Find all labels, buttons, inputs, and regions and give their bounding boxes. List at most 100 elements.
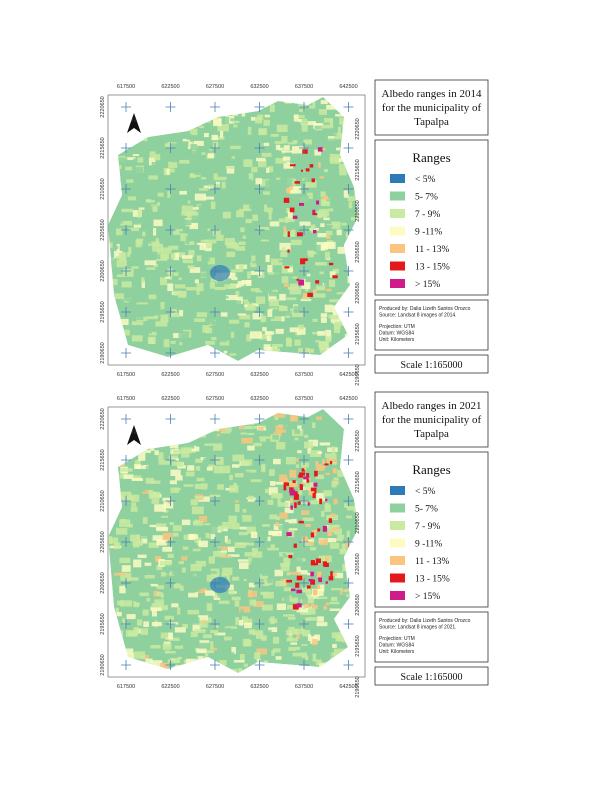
albedo-patch [161, 247, 172, 254]
albedo-patch [265, 155, 271, 160]
albedo-patch [199, 188, 208, 191]
y-coord-label: 2220650 [100, 408, 106, 429]
albedo-patch [232, 576, 240, 581]
albedo-patch [236, 161, 247, 165]
albedo-patch [296, 566, 301, 573]
albedo-patch [324, 304, 334, 313]
grid-cross [254, 619, 265, 629]
albedo-patch [331, 446, 336, 455]
albedo-patch [190, 563, 202, 572]
albedo-patch [226, 551, 235, 554]
albedo-hotspot [327, 531, 333, 536]
albedo-patch [325, 329, 332, 336]
albedo-patch [300, 118, 308, 126]
albedo-patch [177, 202, 181, 207]
albedo-patch [326, 104, 338, 110]
albedo-patch [264, 196, 275, 200]
albedo-patch [243, 159, 253, 167]
albedo-patch [168, 622, 179, 625]
albedo-patch [185, 236, 190, 245]
albedo-patch [337, 469, 349, 477]
albedo-patch [312, 318, 318, 322]
albedo-patch [231, 646, 236, 655]
albedo-patch [121, 208, 134, 213]
albedo-patch [173, 272, 179, 276]
albedo-patch [121, 167, 130, 171]
albedo-patch [273, 524, 283, 531]
albedo-patch [231, 269, 243, 273]
grid-cross [299, 225, 309, 235]
albedo-patch [250, 479, 262, 483]
albedo-patch [229, 485, 239, 493]
albedo-patch [232, 196, 242, 203]
albedo-patch [137, 209, 141, 218]
grid-cross [121, 184, 131, 194]
albedo-patch [275, 158, 288, 164]
albedo-patch [131, 335, 143, 342]
albedo-patch [233, 124, 238, 128]
albedo-patch [307, 192, 313, 199]
y-coord-label: 2210650 [355, 512, 361, 533]
albedo-patch [307, 121, 317, 126]
legend-label: 13 - 15% [415, 575, 450, 585]
x-coord-label: 637500 [295, 84, 313, 90]
albedo-patch [149, 465, 160, 472]
albedo-hotspot [296, 603, 302, 608]
albedo-patch [277, 496, 281, 504]
albedo-patch [234, 161, 240, 164]
albedo-patch [144, 260, 157, 266]
albedo-patch [315, 659, 322, 666]
albedo-patch [242, 204, 252, 211]
albedo-patch [303, 618, 312, 621]
albedo-patch [269, 481, 276, 486]
albedo-patch [112, 293, 124, 299]
y-coord-label: 2205650 [100, 219, 106, 240]
albedo-patch [278, 145, 290, 151]
albedo-patch [229, 353, 237, 356]
albedo-hotspot [312, 530, 317, 536]
albedo-patch [341, 265, 351, 272]
albedo-patch [197, 553, 209, 558]
albedo-patch [250, 262, 257, 268]
y-coord-label: 2200650 [100, 260, 106, 281]
albedo-patch [268, 293, 277, 302]
albedo-patch [118, 252, 127, 261]
albedo-hotspot [324, 463, 329, 466]
albedo-patch [244, 137, 254, 140]
albedo-patch [222, 211, 231, 219]
albedo-patch [193, 503, 203, 507]
albedo-patch [148, 175, 158, 180]
albedo-patch [329, 299, 340, 303]
legend-title: Ranges [412, 150, 450, 165]
albedo-patch [234, 600, 240, 607]
albedo-hotspot [311, 178, 315, 183]
albedo-patch [249, 599, 257, 606]
albedo-patch [205, 468, 214, 476]
albedo-patch [275, 481, 285, 485]
albedo-patch [289, 414, 298, 422]
grid-cross [165, 414, 176, 424]
albedo-patch [148, 491, 160, 499]
albedo-patch [333, 477, 339, 481]
albedo-patch [172, 525, 182, 532]
albedo-hotspot [296, 278, 299, 281]
albedo-patch [251, 630, 264, 636]
albedo-patch [204, 239, 217, 244]
albedo-patch [271, 343, 283, 348]
grid-cross [254, 307, 265, 317]
albedo-patch [117, 157, 128, 165]
grid-cross [121, 496, 131, 506]
albedo-patch [131, 502, 137, 507]
y-coord-label: 2210650 [355, 200, 361, 221]
albedo-hotspot [283, 478, 289, 484]
grid-cross [165, 225, 176, 235]
albedo-patch [199, 242, 206, 251]
albedo-hotspot [296, 575, 303, 581]
albedo-patch [158, 605, 168, 611]
albedo-patch [192, 521, 204, 526]
albedo-hotspot [309, 164, 314, 168]
albedo-patch [162, 546, 173, 552]
albedo-patch [272, 346, 276, 352]
albedo-patch [125, 630, 137, 637]
y-coord-label: 2200650 [355, 282, 361, 303]
